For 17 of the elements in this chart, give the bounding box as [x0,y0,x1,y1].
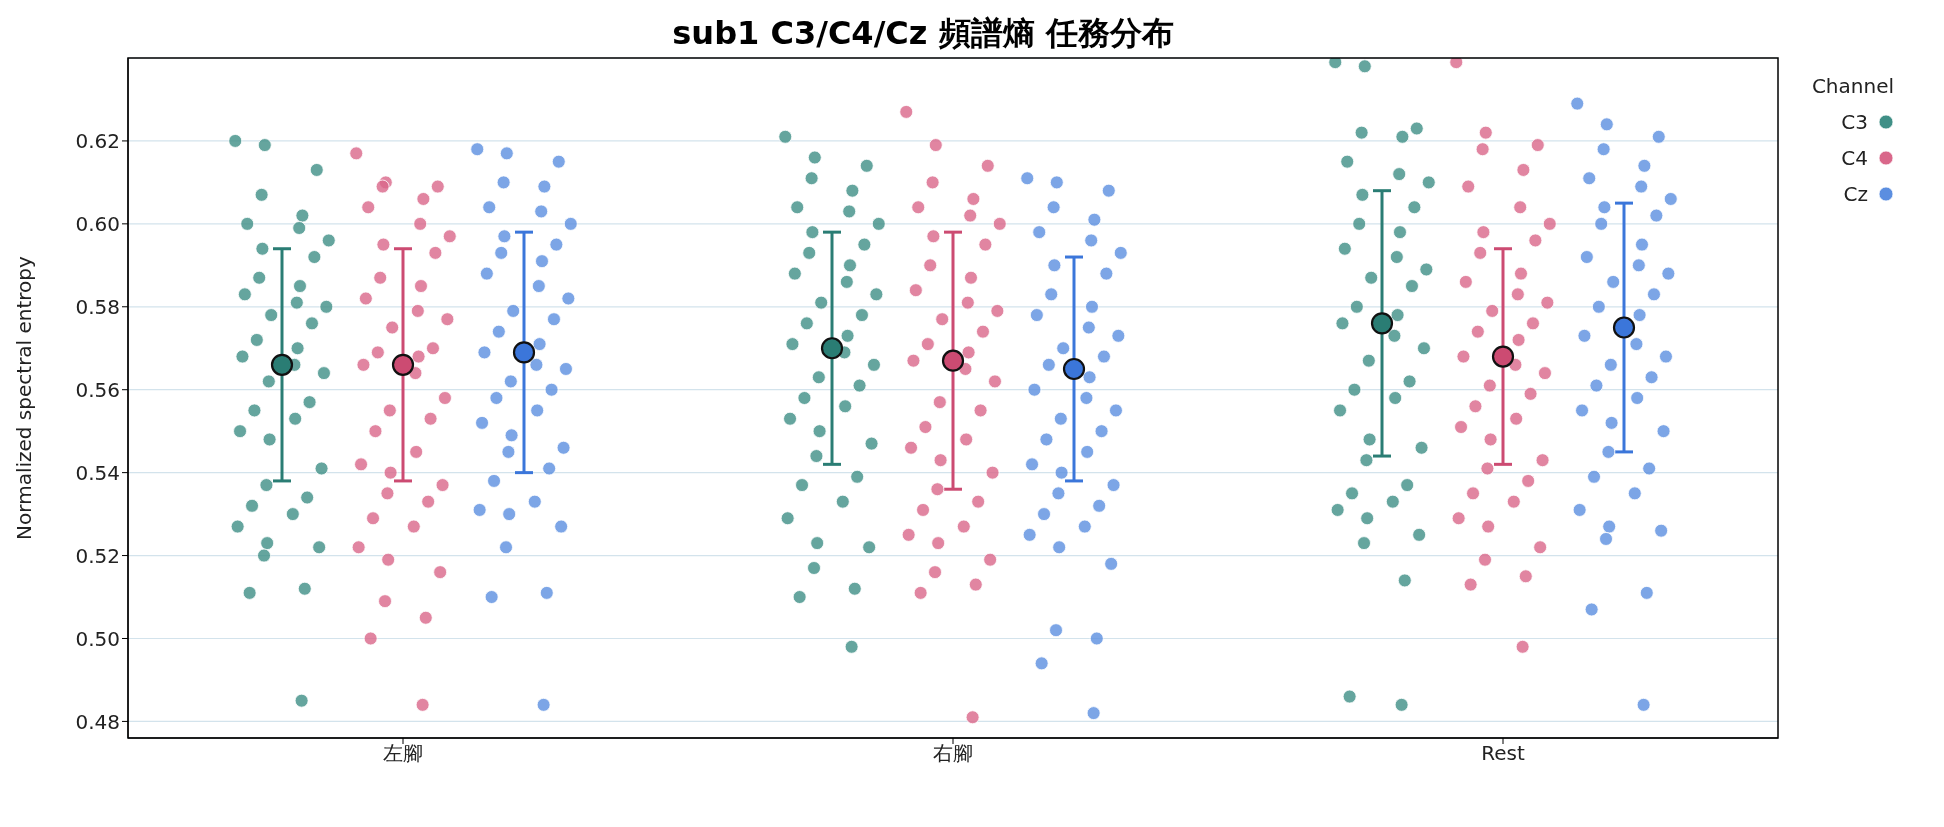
legend-label: C4 [1841,145,1868,172]
y-tick-label: 0.48 [75,709,120,734]
y-tick-label: 0.58 [75,294,120,319]
legend-label: C3 [1841,109,1868,136]
y-tick-label: 0.56 [75,377,120,402]
chart-title: sub1 C3/C4/Cz 頻譜熵 任務分布 [671,13,1175,54]
x-tick-label: 左腳 [383,741,423,766]
y-tick-label: 0.62 [75,129,120,154]
y-tick-label: 0.52 [75,543,120,568]
y-tick-label: 0.54 [75,460,120,485]
y-tick-label: 0.50 [75,626,120,651]
y-axis-title: Normalized spectral entropy [12,255,37,540]
legend-label: Cz [1843,181,1868,208]
x-tick-label: 右腳 [933,741,973,766]
y-tick-label: 0.60 [75,211,120,236]
legend-title: Channel [1811,73,1894,100]
x-tick-label: Rest [1481,741,1525,766]
